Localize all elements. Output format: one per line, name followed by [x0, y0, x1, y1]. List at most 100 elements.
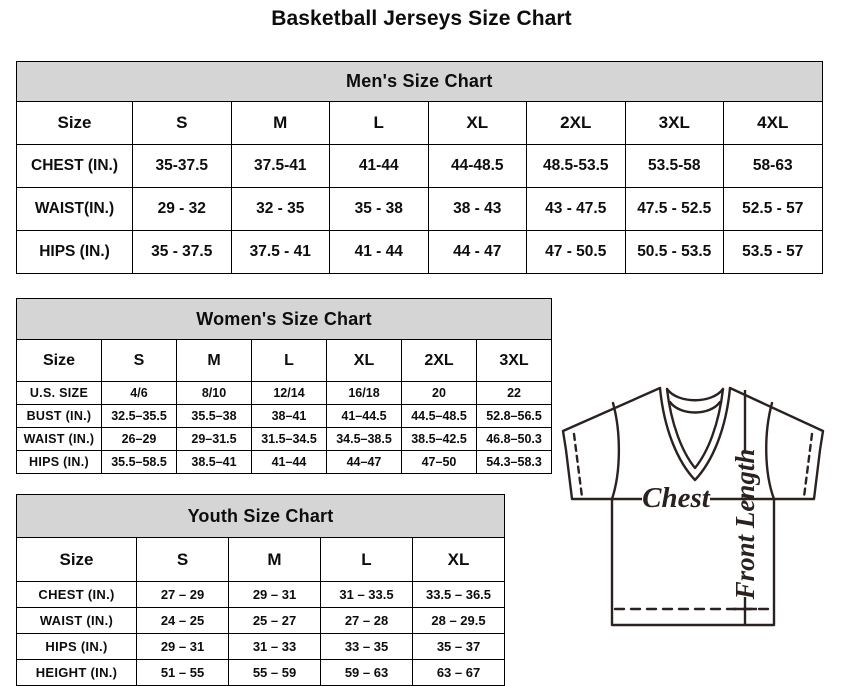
womens-us-size-m: 8/10: [176, 381, 252, 405]
mens-size-header-2xl: 2XL: [526, 101, 626, 145]
mens-waist-s: 29 - 32: [132, 187, 232, 231]
youth-row-label-hips: HIPS (IN.): [16, 633, 137, 660]
youth-height-s: 51 – 55: [136, 659, 229, 686]
table-row: WAIST (IN.) 26–29 29–31.5 31.5–34.5 34.5…: [16, 427, 553, 451]
collar-second-arc: [668, 400, 722, 414]
youth-height-m: 55 – 59: [228, 659, 321, 686]
youth-waist-xl: 28 – 29.5: [412, 607, 505, 634]
womens-title-row: Women's Size Chart: [15, 298, 553, 340]
mens-chest-xl: 44-48.5: [427, 144, 527, 188]
table-row: BUST (IN.) 32.5–35.5 35.5–38 38–41 41–44…: [16, 404, 553, 428]
womens-size-header-m: M: [176, 339, 252, 382]
womens-hips-s: 35.5–58.5: [101, 450, 177, 474]
womens-size-header-3xl: 3XL: [475, 339, 553, 382]
womens-hips-xl: 44–47: [326, 450, 402, 474]
left-armhole-seam: [610, 401, 621, 501]
womens-us-size-l: 12/14: [251, 381, 327, 405]
youth-waist-m: 25 – 27: [228, 607, 321, 634]
mens-chest-4xl: 58-63: [723, 144, 823, 188]
womens-bust-s: 32.5–35.5: [101, 404, 177, 428]
mens-size-header-xl: XL: [427, 101, 527, 145]
womens-size-header-2xl: 2XL: [401, 339, 477, 382]
womens-waist-m: 29–31.5: [176, 427, 252, 451]
youth-size-header-l: L: [320, 537, 413, 582]
womens-corner-label: Size: [16, 339, 102, 382]
youth-hips-m: 31 – 33: [228, 633, 321, 660]
mens-header-row: Size S M L XL 2XL 3XL 4XL: [16, 101, 823, 145]
womens-hips-3xl: 54.3–58.3: [475, 450, 553, 474]
womens-us-size-s: 4/6: [101, 381, 177, 405]
womens-row-label-us-size: U.S. SIZE: [16, 381, 102, 405]
womens-us-size-xl: 16/18: [326, 381, 402, 405]
youth-header-row: Size S M L XL: [16, 537, 505, 582]
mens-chest-3xl: 53.5-58: [624, 144, 724, 188]
youth-title-row: Youth Size Chart: [16, 494, 505, 538]
mens-waist-xl: 38 - 43: [427, 187, 527, 231]
neckline-outer: [658, 386, 732, 482]
womens-waist-xl: 34.5–38.5: [326, 427, 402, 451]
mens-waist-4xl: 52.5 - 57: [723, 187, 823, 231]
chest-measure-label: Chest: [642, 482, 711, 514]
youth-chest-xl: 33.5 – 36.5: [412, 581, 505, 608]
mens-waist-l: 35 - 38: [329, 187, 429, 231]
mens-hips-4xl: 53.5 - 57: [723, 230, 823, 274]
womens-hips-l: 41–44: [251, 450, 327, 474]
womens-size-header-xl: XL: [326, 339, 402, 382]
youth-height-xl: 63 – 67: [412, 659, 505, 686]
womens-size-header-s: S: [101, 339, 177, 382]
right-sleeve-outline: [728, 386, 825, 501]
youth-waist-s: 24 – 25: [136, 607, 229, 634]
womens-bust-xl: 41–44.5: [326, 404, 402, 428]
mens-hips-m: 37.5 - 41: [230, 230, 330, 274]
womens-row-label-bust: BUST (IN.): [16, 404, 102, 428]
mens-hips-s: 35 - 37.5: [132, 230, 232, 274]
youth-row-label-waist: WAIST (IN.): [16, 607, 137, 634]
womens-us-size-2xl: 20: [401, 381, 477, 405]
table-row: CHEST (IN.) 27 – 29 29 – 31 31 – 33.5 33…: [16, 581, 505, 608]
table-row: WAIST (IN.) 24 – 25 25 – 27 27 – 28 28 –…: [16, 607, 505, 634]
womens-chart-title: Women's Size Chart: [15, 298, 553, 340]
mens-size-header-s: S: [132, 101, 232, 145]
youth-size-chart-table: Youth Size Chart Size S M L XL CHEST (IN…: [16, 494, 505, 686]
mens-hips-2xl: 47 - 50.5: [526, 230, 626, 274]
jersey-outline-group: [561, 386, 825, 627]
mens-size-chart-table: Men's Size Chart Size S M L XL 2XL 3XL 4…: [16, 61, 823, 274]
womens-size-header-l: L: [251, 339, 327, 382]
mens-size-header-3xl: 3XL: [624, 101, 724, 145]
mens-size-header-4xl: 4XL: [723, 101, 823, 145]
youth-size-header-m: M: [228, 537, 321, 582]
mens-row-label-waist: WAIST(IN.): [16, 187, 133, 231]
womens-row-label-hips: HIPS (IN.): [16, 450, 102, 474]
mens-size-header-m: M: [230, 101, 330, 145]
youth-row-label-height: HEIGHT (IN.): [16, 659, 137, 686]
mens-chest-m: 37.5-41: [230, 144, 330, 188]
womens-hips-m: 38.5–41: [176, 450, 252, 474]
front-length-measure-label: Front Length: [730, 449, 760, 601]
womens-us-size-3xl: 22: [475, 381, 553, 405]
table-row: HIPS (IN.) 35 - 37.5 37.5 - 41 41 - 44 4…: [16, 230, 823, 274]
womens-size-chart-table: Women's Size Chart Size S M L XL 2XL 3XL…: [15, 298, 553, 474]
mens-chart-title: Men's Size Chart: [16, 61, 823, 102]
mens-size-header-l: L: [329, 101, 429, 145]
womens-bust-m: 35.5–38: [176, 404, 252, 428]
womens-waist-s: 26–29: [101, 427, 177, 451]
youth-chest-s: 27 – 29: [136, 581, 229, 608]
mens-hips-xl: 44 - 47: [427, 230, 527, 274]
youth-waist-l: 27 – 28: [320, 607, 413, 634]
mens-hips-l: 41 - 44: [329, 230, 429, 274]
womens-waist-l: 31.5–34.5: [251, 427, 327, 451]
left-sleeve-outline: [561, 386, 662, 501]
neckline-inner-band: [665, 387, 725, 470]
table-row: HIPS (IN.) 35.5–58.5 38.5–41 41–44 44–47…: [16, 450, 553, 474]
mens-hips-3xl: 50.5 - 53.5: [624, 230, 724, 274]
table-row: CHEST (IN.) 35-37.5 37.5-41 41-44 44-48.…: [16, 144, 823, 188]
youth-hips-xl: 35 – 37: [412, 633, 505, 660]
youth-hips-l: 33 – 35: [320, 633, 413, 660]
mens-title-row: Men's Size Chart: [16, 61, 823, 102]
youth-chest-m: 29 – 31: [228, 581, 321, 608]
womens-bust-2xl: 44.5–48.5: [401, 404, 477, 428]
table-row: HIPS (IN.) 29 – 31 31 – 33 33 – 35 35 – …: [16, 633, 505, 660]
youth-row-label-chest: CHEST (IN.): [16, 581, 137, 608]
mens-waist-2xl: 43 - 47.5: [526, 187, 626, 231]
youth-size-header-xl: XL: [412, 537, 505, 582]
